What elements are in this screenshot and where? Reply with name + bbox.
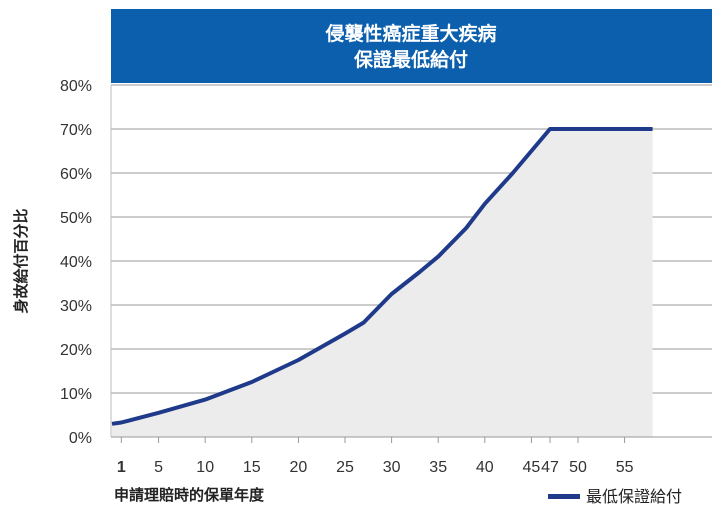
- y-tick-label: 50%: [60, 210, 92, 227]
- y-tick-labels: 0% 10% 20% 30% 40% 50% 60% 70% 80%: [60, 78, 92, 447]
- x-tick-label: 47: [541, 459, 559, 476]
- x-tick-label: 50: [569, 459, 587, 476]
- y-tick-label: 20%: [60, 342, 92, 359]
- x-tick-label: 35: [429, 459, 447, 476]
- y-tick-label: 10%: [60, 386, 92, 403]
- title-bar: [111, 9, 712, 83]
- x-tick-label: 10: [196, 459, 214, 476]
- y-tick-label: 80%: [60, 78, 92, 95]
- x-tick-label: 55: [616, 459, 634, 476]
- chart-title-line-2: 保證最低給付: [353, 48, 468, 71]
- x-axis-label: 申請理賠時的保單年度: [114, 486, 265, 504]
- x-tick-label: 5: [154, 459, 163, 476]
- y-tick-label: 60%: [60, 166, 92, 183]
- y-axis-label: 身故給付百分比: [12, 208, 30, 313]
- y-tick-label: 0%: [69, 430, 92, 447]
- x-tick-label: 25: [336, 459, 354, 476]
- y-tick-label: 40%: [60, 254, 92, 271]
- x-tick-label: 45: [523, 459, 541, 476]
- x-tick-label: 20: [290, 459, 308, 476]
- series-line-minimum-guarantee: [111, 127, 653, 426]
- chart-title-line-1: 侵襲性癌症重大疾病: [324, 22, 496, 45]
- x-tick-label: 15: [243, 459, 261, 476]
- x-tick-label: 30: [383, 459, 401, 476]
- x-tick-label: 40: [476, 459, 494, 476]
- y-tick-label: 30%: [60, 298, 92, 315]
- x-tick-marks: [120, 437, 626, 443]
- legend-swatch: [548, 494, 580, 499]
- x-tick-label: 1: [117, 459, 126, 476]
- legend-label: 最低保證給付: [586, 487, 682, 506]
- area-fill: [112, 129, 653, 437]
- x-tick-labels: 1 5 10 15 20 25 30 35 40 45 47 50 55: [117, 459, 634, 476]
- y-tick-label: 70%: [60, 122, 92, 139]
